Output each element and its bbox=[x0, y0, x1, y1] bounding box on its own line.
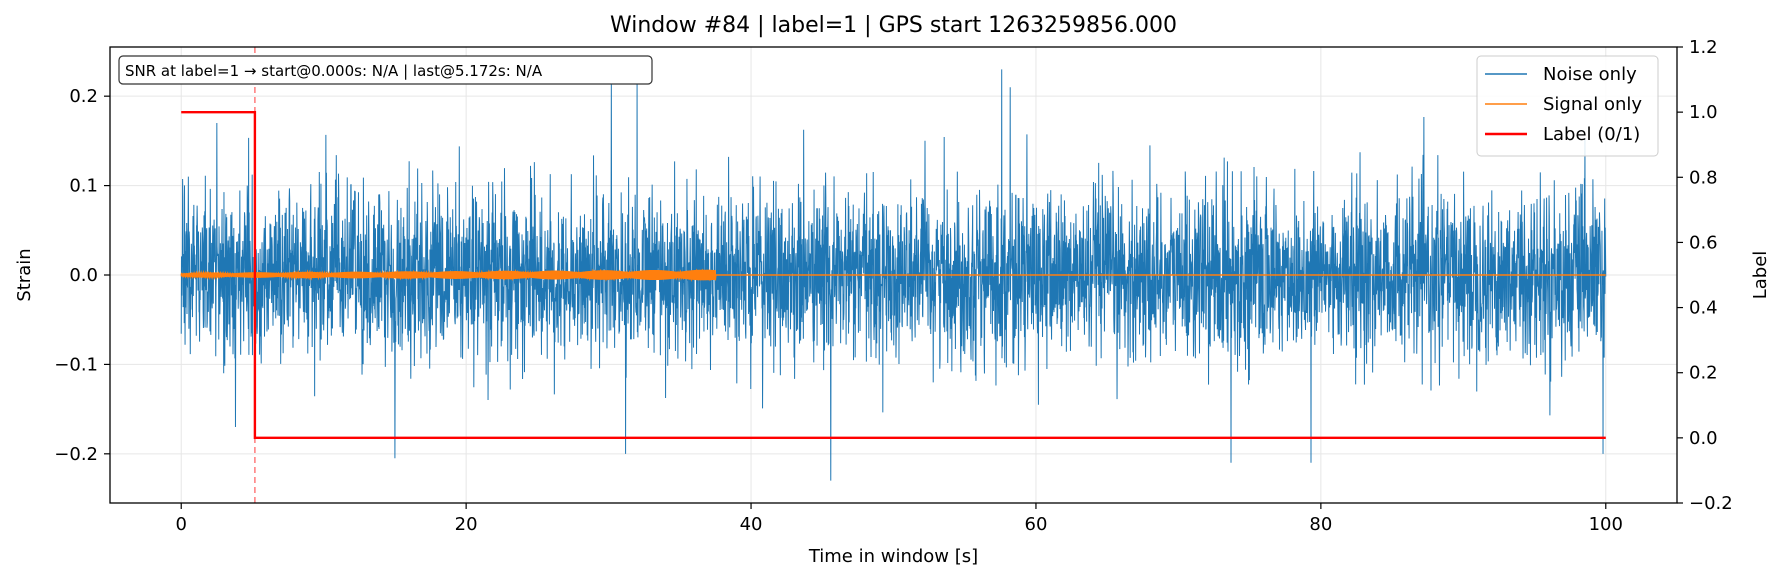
x-tick-label: 60 bbox=[1025, 514, 1048, 535]
legend: Noise only Signal only Label (0/1) bbox=[1476, 55, 1659, 157]
x-axis-label: Time in window [s] bbox=[808, 546, 978, 567]
legend-label-signal: Signal only bbox=[1543, 94, 1642, 115]
signal-series-band bbox=[180, 269, 717, 281]
x-tick-label: 100 bbox=[1589, 514, 1623, 535]
y2-tick-label: 1.2 bbox=[1689, 37, 1718, 58]
y2-tick-label: −0.2 bbox=[1689, 493, 1733, 514]
y-tick-label: 0.1 bbox=[69, 176, 98, 197]
snr-annotation: SNR at label=1 → start@0.000s: N/A | las… bbox=[118, 55, 653, 85]
annotation-text: SNR at label=1 → start@0.000s: N/A | las… bbox=[125, 62, 543, 80]
x-tick-label: 0 bbox=[176, 514, 187, 535]
y-tick-label: 0.0 bbox=[69, 265, 98, 286]
y-tick-label: −0.2 bbox=[54, 444, 98, 465]
y2-tick-label: 0.4 bbox=[1689, 298, 1718, 319]
legend-label-label: Label (0/1) bbox=[1543, 124, 1640, 145]
y2-tick-label: 0.2 bbox=[1689, 363, 1718, 384]
axis-ticks: 0 20 40 60 80 100 −0.2 −0.1 0.0 0.1 0.2 −0.2 0.0 0.2 0… bbox=[54, 37, 1732, 535]
y2-tick-label: 0.0 bbox=[1689, 428, 1718, 449]
y2-tick-label: 0.6 bbox=[1689, 232, 1718, 253]
noise-series-line bbox=[180, 69, 1607, 481]
y2-axis-label: Label bbox=[1750, 251, 1771, 300]
label-series-path bbox=[181, 110, 1606, 440]
legend-label-noise: Noise only bbox=[1543, 64, 1637, 85]
signal-series-line bbox=[180, 268, 1606, 282]
y-tick-label: 0.2 bbox=[69, 86, 98, 107]
x-tick-label: 80 bbox=[1309, 514, 1332, 535]
noise-series-path bbox=[180, 69, 1607, 481]
x-tick-label: 40 bbox=[740, 514, 763, 535]
chart-title: Window #84 | label=1 | GPS start 1263259… bbox=[610, 13, 1177, 38]
y-axis-label: Strain bbox=[14, 248, 35, 301]
legend-box bbox=[1476, 55, 1659, 157]
label-series-line bbox=[181, 47, 1606, 503]
x-tick-label: 20 bbox=[455, 514, 478, 535]
y2-tick-label: 0.8 bbox=[1689, 167, 1718, 188]
annotation-box bbox=[118, 55, 653, 85]
y-tick-label: −0.1 bbox=[54, 354, 98, 375]
y2-tick-label: 1.0 bbox=[1689, 102, 1718, 123]
